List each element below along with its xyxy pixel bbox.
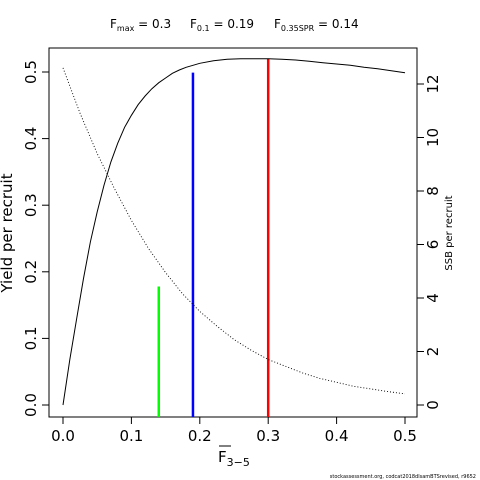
- y2-tick-label: 12: [424, 74, 442, 93]
- x-tick-label: 0.0: [51, 427, 75, 445]
- subtitle: Fmax = 0.3 F0.1 = 0.19 F0.35SPR = 0.14: [110, 17, 359, 33]
- y2-axis-title: SSB per recruit: [444, 195, 455, 270]
- y-axis-title: Yield per recruit: [0, 173, 16, 293]
- x-tick-label: 0.5: [393, 427, 417, 445]
- yield-per-recruit-curve: [62, 58, 406, 406]
- x-axis-title: F3−5: [218, 445, 250, 469]
- x-axis: 0.0 0.1 0.2 0.3 0.4 0.5: [51, 417, 417, 445]
- y-tick-label: 0.0: [22, 393, 40, 417]
- reference-lines: [157, 58, 270, 417]
- y-axis-right: 0 2 4 6 8 10 12: [417, 74, 442, 410]
- y-tick-label: 0.5: [22, 60, 40, 84]
- x-tick-label: 0.2: [188, 427, 212, 445]
- y-axis-left: 0.0 0.1 0.2 0.3 0.4 0.5: [22, 60, 49, 417]
- plot-frame: [48, 47, 418, 418]
- y2-tick-label: 6: [424, 240, 442, 250]
- subtitle-fmax: Fmax = 0.3: [110, 17, 171, 33]
- subtitle-fspr: F0.35SPR = 0.14: [274, 17, 359, 33]
- x-tick-label: 0.4: [325, 427, 349, 445]
- y-tick-label: 0.4: [22, 127, 40, 151]
- y-tick-label: 0.3: [22, 193, 40, 217]
- y2-tick-label: 8: [424, 186, 442, 196]
- y2-tick-label: 4: [424, 293, 442, 303]
- y-tick-label: 0.1: [22, 326, 40, 350]
- y2-tick-label: 2: [424, 347, 442, 357]
- svg-text:F3−5: F3−5: [218, 448, 250, 469]
- y2-tick-label: 0: [424, 400, 442, 410]
- y-tick-label: 0.2: [22, 260, 40, 284]
- x-tick-label: 0.1: [119, 427, 143, 445]
- x-tick-label: 0.3: [256, 427, 280, 445]
- subtitle-f01: F0.1 = 0.19: [190, 17, 254, 33]
- curves: [62, 58, 406, 406]
- y2-tick-label: 10: [424, 128, 442, 147]
- footnote: stockassessment.org, codcat2018dlsamBTSr…: [330, 474, 476, 480]
